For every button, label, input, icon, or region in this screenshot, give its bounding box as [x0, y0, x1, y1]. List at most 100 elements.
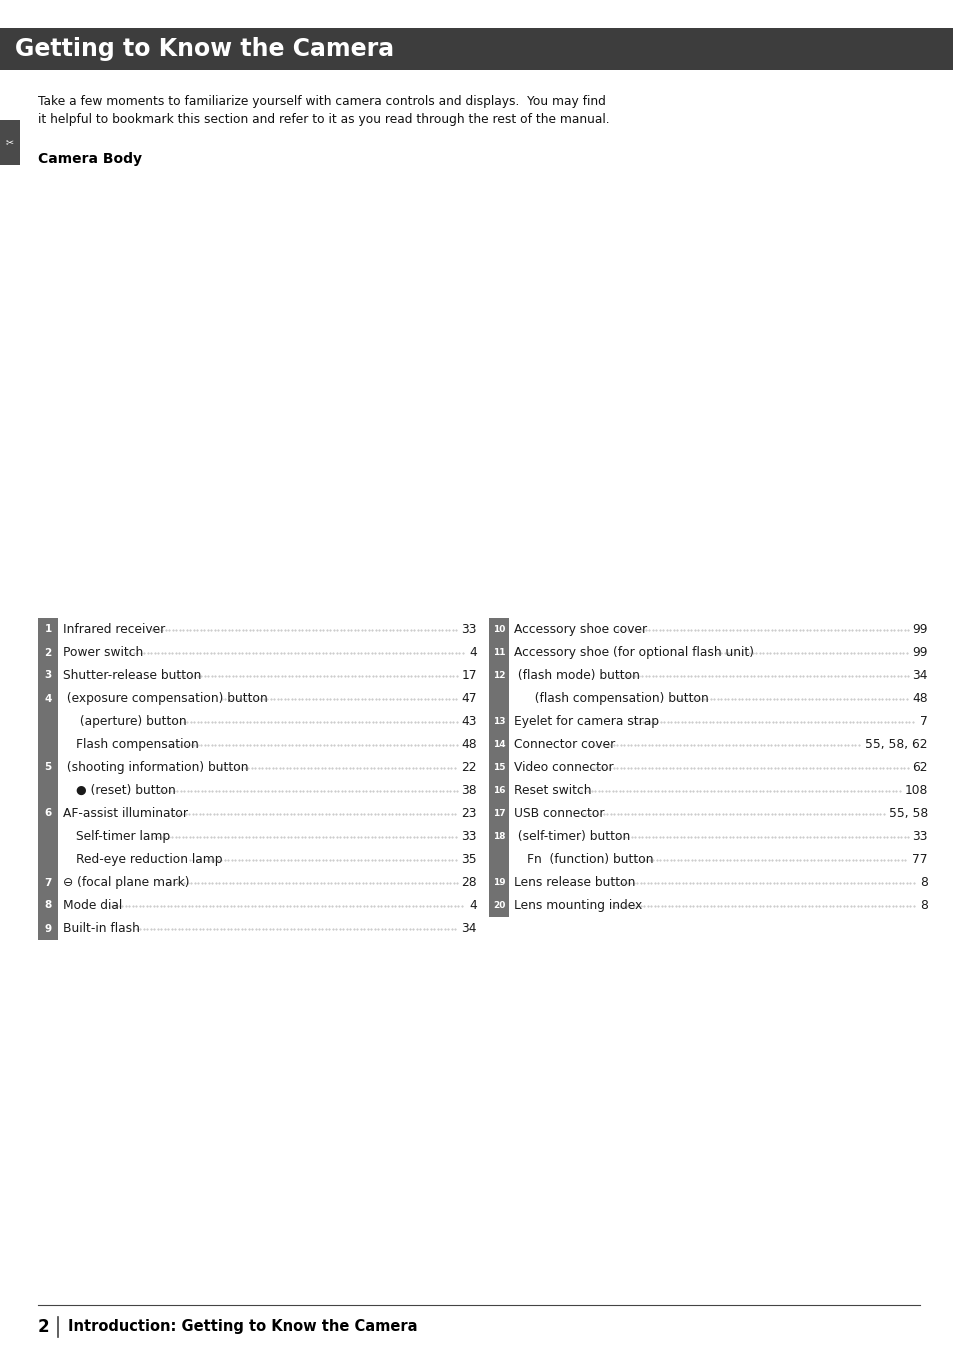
Text: 47: 47 [461, 692, 476, 704]
Text: 77: 77 [911, 853, 927, 867]
Text: (flash compensation) button: (flash compensation) button [526, 692, 708, 704]
Text: (exposure compensation) button: (exposure compensation) button [63, 692, 268, 704]
Text: 14: 14 [492, 740, 505, 749]
Bar [38, 641, 58, 664]
Bar [489, 618, 509, 641]
Text: 13: 13 [493, 717, 505, 726]
Bar [38, 710, 58, 733]
Bar [489, 802, 509, 825]
Bar [489, 894, 509, 917]
Text: Infrared receiver: Infrared receiver [63, 623, 165, 635]
Text: 12: 12 [493, 671, 505, 680]
Text: (flash mode) button: (flash mode) button [514, 669, 639, 681]
Bar [489, 756, 509, 779]
Text: Accessory shoe cover: Accessory shoe cover [514, 623, 646, 635]
Bar [489, 641, 509, 664]
Text: 38: 38 [461, 784, 476, 796]
Text: Built-in flash: Built-in flash [63, 922, 140, 936]
Text: 7: 7 [920, 715, 927, 727]
Bar [489, 733, 509, 756]
Text: ⊖ (focal plane mark): ⊖ (focal plane mark) [63, 876, 190, 890]
Text: Power switch: Power switch [63, 646, 143, 658]
Text: 48: 48 [911, 692, 927, 704]
Text: 8: 8 [45, 900, 51, 910]
Text: 33: 33 [461, 623, 476, 635]
Text: (self-timer) button: (self-timer) button [514, 830, 630, 844]
Text: 4: 4 [469, 899, 476, 913]
Text: (aperture) button: (aperture) button [76, 715, 187, 727]
Bar [489, 664, 509, 687]
Bar [38, 779, 58, 802]
Text: AF-assist illuminator: AF-assist illuminator [63, 807, 188, 821]
Bar [38, 894, 58, 917]
Text: 7: 7 [44, 877, 51, 887]
Text: 20: 20 [493, 900, 505, 910]
Text: Shutter-release button: Shutter-release button [63, 669, 201, 681]
Text: 43: 43 [461, 715, 476, 727]
Text: 17: 17 [492, 808, 505, 818]
Text: 11: 11 [493, 648, 505, 657]
Text: Camera Body: Camera Body [38, 151, 142, 166]
Text: Video connector: Video connector [514, 761, 613, 773]
Text: Mode dial: Mode dial [63, 899, 122, 913]
Text: Lens release button: Lens release button [514, 876, 635, 890]
Text: Reset switch: Reset switch [514, 784, 591, 796]
Text: Connector cover: Connector cover [514, 738, 615, 750]
Text: 1: 1 [45, 625, 51, 634]
Text: 99: 99 [911, 646, 927, 658]
Text: 23: 23 [461, 807, 476, 821]
Text: 62: 62 [911, 761, 927, 773]
Bar [38, 618, 58, 641]
Bar [489, 825, 509, 848]
Text: 10: 10 [493, 625, 505, 634]
Text: 4: 4 [44, 694, 51, 703]
Text: ● (reset) button: ● (reset) button [76, 784, 175, 796]
Bar [0, 28, 953, 70]
Text: Eyelet for camera strap: Eyelet for camera strap [514, 715, 659, 727]
Text: 19: 19 [492, 877, 505, 887]
Text: 17: 17 [461, 669, 476, 681]
Bar [38, 687, 58, 710]
Text: Take a few moments to familiarize yourself with camera controls and displays.  Y: Take a few moments to familiarize yourse… [38, 95, 605, 108]
Text: 2: 2 [45, 648, 51, 657]
Text: 3: 3 [45, 671, 51, 680]
Text: 22: 22 [461, 761, 476, 773]
Text: 34: 34 [911, 669, 927, 681]
Text: USB connector: USB connector [514, 807, 604, 821]
Text: Getting to Know the Camera: Getting to Know the Camera [15, 37, 394, 61]
Text: 5: 5 [45, 763, 51, 772]
Bar [38, 825, 58, 848]
Text: 8: 8 [919, 876, 927, 890]
Text: 48: 48 [461, 738, 476, 750]
Bar [38, 917, 58, 940]
Text: 2: 2 [38, 1318, 50, 1336]
Text: 18: 18 [493, 831, 505, 841]
Text: 99: 99 [911, 623, 927, 635]
Bar [0, 120, 20, 165]
Text: Fn  (function) button: Fn (function) button [526, 853, 653, 867]
Text: Self-timer lamp: Self-timer lamp [76, 830, 170, 844]
Text: 34: 34 [461, 922, 476, 936]
Text: 55, 58: 55, 58 [888, 807, 927, 821]
Bar [38, 871, 58, 894]
Text: 4: 4 [469, 646, 476, 658]
Bar [38, 802, 58, 825]
Text: Accessory shoe (for optional flash unit): Accessory shoe (for optional flash unit) [514, 646, 753, 658]
Text: (shooting information) button: (shooting information) button [63, 761, 248, 773]
Bar [489, 779, 509, 802]
Text: 33: 33 [911, 830, 927, 844]
Bar [38, 848, 58, 871]
Text: Introduction: Getting to Know the Camera: Introduction: Getting to Know the Camera [68, 1320, 417, 1334]
Bar [38, 756, 58, 779]
Text: 15: 15 [493, 763, 505, 772]
Text: Red-eye reduction lamp: Red-eye reduction lamp [76, 853, 222, 867]
Text: Flash compensation: Flash compensation [76, 738, 198, 750]
Text: 108: 108 [903, 784, 927, 796]
Text: it helpful to bookmark this section and refer to it as you read through the rest: it helpful to bookmark this section and … [38, 114, 609, 126]
Bar [38, 664, 58, 687]
Bar [38, 733, 58, 756]
Text: 16: 16 [493, 786, 505, 795]
Text: 6: 6 [45, 808, 51, 818]
Bar [489, 687, 509, 710]
Text: Lens mounting index: Lens mounting index [514, 899, 641, 913]
